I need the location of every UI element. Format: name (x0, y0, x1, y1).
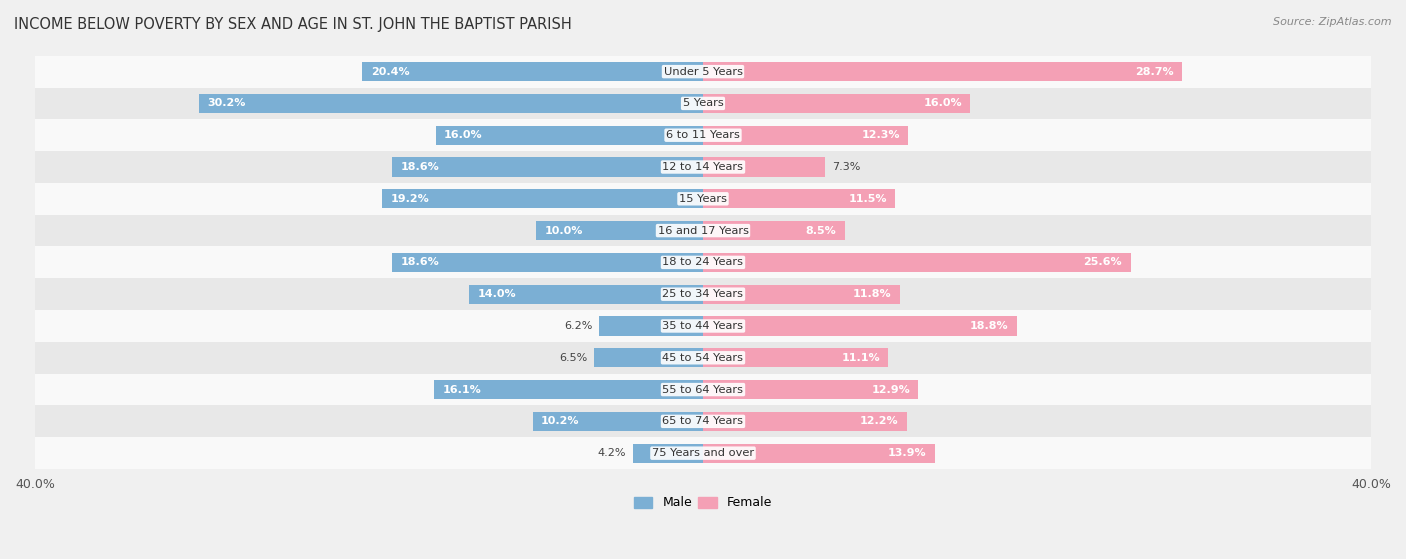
Text: 25.6%: 25.6% (1084, 257, 1122, 267)
Bar (533, 412, 703, 431)
Bar (703, 126, 908, 145)
Bar (35, 247, 1371, 278)
Bar (703, 285, 900, 304)
Text: 25 to 34 Years: 25 to 34 Years (662, 289, 744, 299)
Bar (35, 342, 1371, 373)
Text: 11.1%: 11.1% (841, 353, 880, 363)
Bar (35, 310, 1371, 342)
Text: 45 to 54 Years: 45 to 54 Years (662, 353, 744, 363)
Bar (703, 444, 935, 463)
Text: INCOME BELOW POVERTY BY SEX AND AGE IN ST. JOHN THE BAPTIST PARISH: INCOME BELOW POVERTY BY SEX AND AGE IN S… (14, 17, 572, 32)
Text: 12.9%: 12.9% (872, 385, 910, 395)
Bar (35, 278, 1371, 310)
Bar (392, 253, 703, 272)
Text: 13.9%: 13.9% (889, 448, 927, 458)
Text: 8.5%: 8.5% (806, 226, 837, 235)
Bar (35, 437, 1371, 469)
Text: 18.8%: 18.8% (970, 321, 1008, 331)
Text: 6 to 11 Years: 6 to 11 Years (666, 130, 740, 140)
Text: 4.2%: 4.2% (598, 448, 626, 458)
Text: 11.8%: 11.8% (853, 289, 891, 299)
Bar (35, 119, 1371, 151)
Bar (470, 285, 703, 304)
Bar (703, 348, 889, 367)
Bar (35, 88, 1371, 119)
Bar (633, 444, 703, 463)
Bar (392, 158, 703, 177)
Text: 65 to 74 Years: 65 to 74 Years (662, 416, 744, 427)
Text: 28.7%: 28.7% (1136, 67, 1174, 77)
Bar (436, 126, 703, 145)
Legend: Male, Female: Male, Female (628, 491, 778, 514)
Text: 10.2%: 10.2% (541, 416, 579, 427)
Bar (703, 190, 896, 209)
Bar (434, 380, 703, 399)
Text: 6.5%: 6.5% (560, 353, 588, 363)
Text: 20.4%: 20.4% (371, 67, 409, 77)
Bar (536, 221, 703, 240)
Text: Source: ZipAtlas.com: Source: ZipAtlas.com (1274, 17, 1392, 27)
Bar (382, 190, 703, 209)
Text: 6.2%: 6.2% (564, 321, 593, 331)
Text: 14.0%: 14.0% (478, 289, 516, 299)
Bar (703, 380, 918, 399)
Bar (703, 158, 825, 177)
Bar (703, 316, 1017, 335)
Text: 16.0%: 16.0% (924, 98, 962, 108)
Bar (35, 215, 1371, 247)
Text: 16 and 17 Years: 16 and 17 Years (658, 226, 748, 235)
Text: 18.6%: 18.6% (401, 162, 440, 172)
Text: 16.1%: 16.1% (443, 385, 481, 395)
Bar (35, 405, 1371, 437)
Bar (703, 94, 970, 113)
Text: Under 5 Years: Under 5 Years (664, 67, 742, 77)
Text: 7.3%: 7.3% (831, 162, 860, 172)
Bar (363, 62, 703, 81)
Text: 16.0%: 16.0% (444, 130, 482, 140)
Text: 75 Years and over: 75 Years and over (652, 448, 754, 458)
Text: 35 to 44 Years: 35 to 44 Years (662, 321, 744, 331)
Text: 30.2%: 30.2% (207, 98, 245, 108)
Bar (703, 253, 1130, 272)
Bar (703, 62, 1182, 81)
Text: 15 Years: 15 Years (679, 194, 727, 204)
Text: 10.0%: 10.0% (544, 226, 582, 235)
Text: 19.2%: 19.2% (391, 194, 429, 204)
Text: 5 Years: 5 Years (683, 98, 723, 108)
Bar (703, 221, 845, 240)
Text: 12.3%: 12.3% (862, 130, 900, 140)
Bar (198, 94, 703, 113)
Bar (35, 373, 1371, 405)
Text: 18 to 24 Years: 18 to 24 Years (662, 257, 744, 267)
Text: 11.5%: 11.5% (848, 194, 887, 204)
Text: 12.2%: 12.2% (860, 416, 898, 427)
Bar (595, 348, 703, 367)
Bar (599, 316, 703, 335)
Bar (35, 151, 1371, 183)
Text: 18.6%: 18.6% (401, 257, 440, 267)
Text: 12 to 14 Years: 12 to 14 Years (662, 162, 744, 172)
Text: 55 to 64 Years: 55 to 64 Years (662, 385, 744, 395)
Bar (703, 412, 907, 431)
Bar (35, 183, 1371, 215)
Bar (35, 56, 1371, 88)
